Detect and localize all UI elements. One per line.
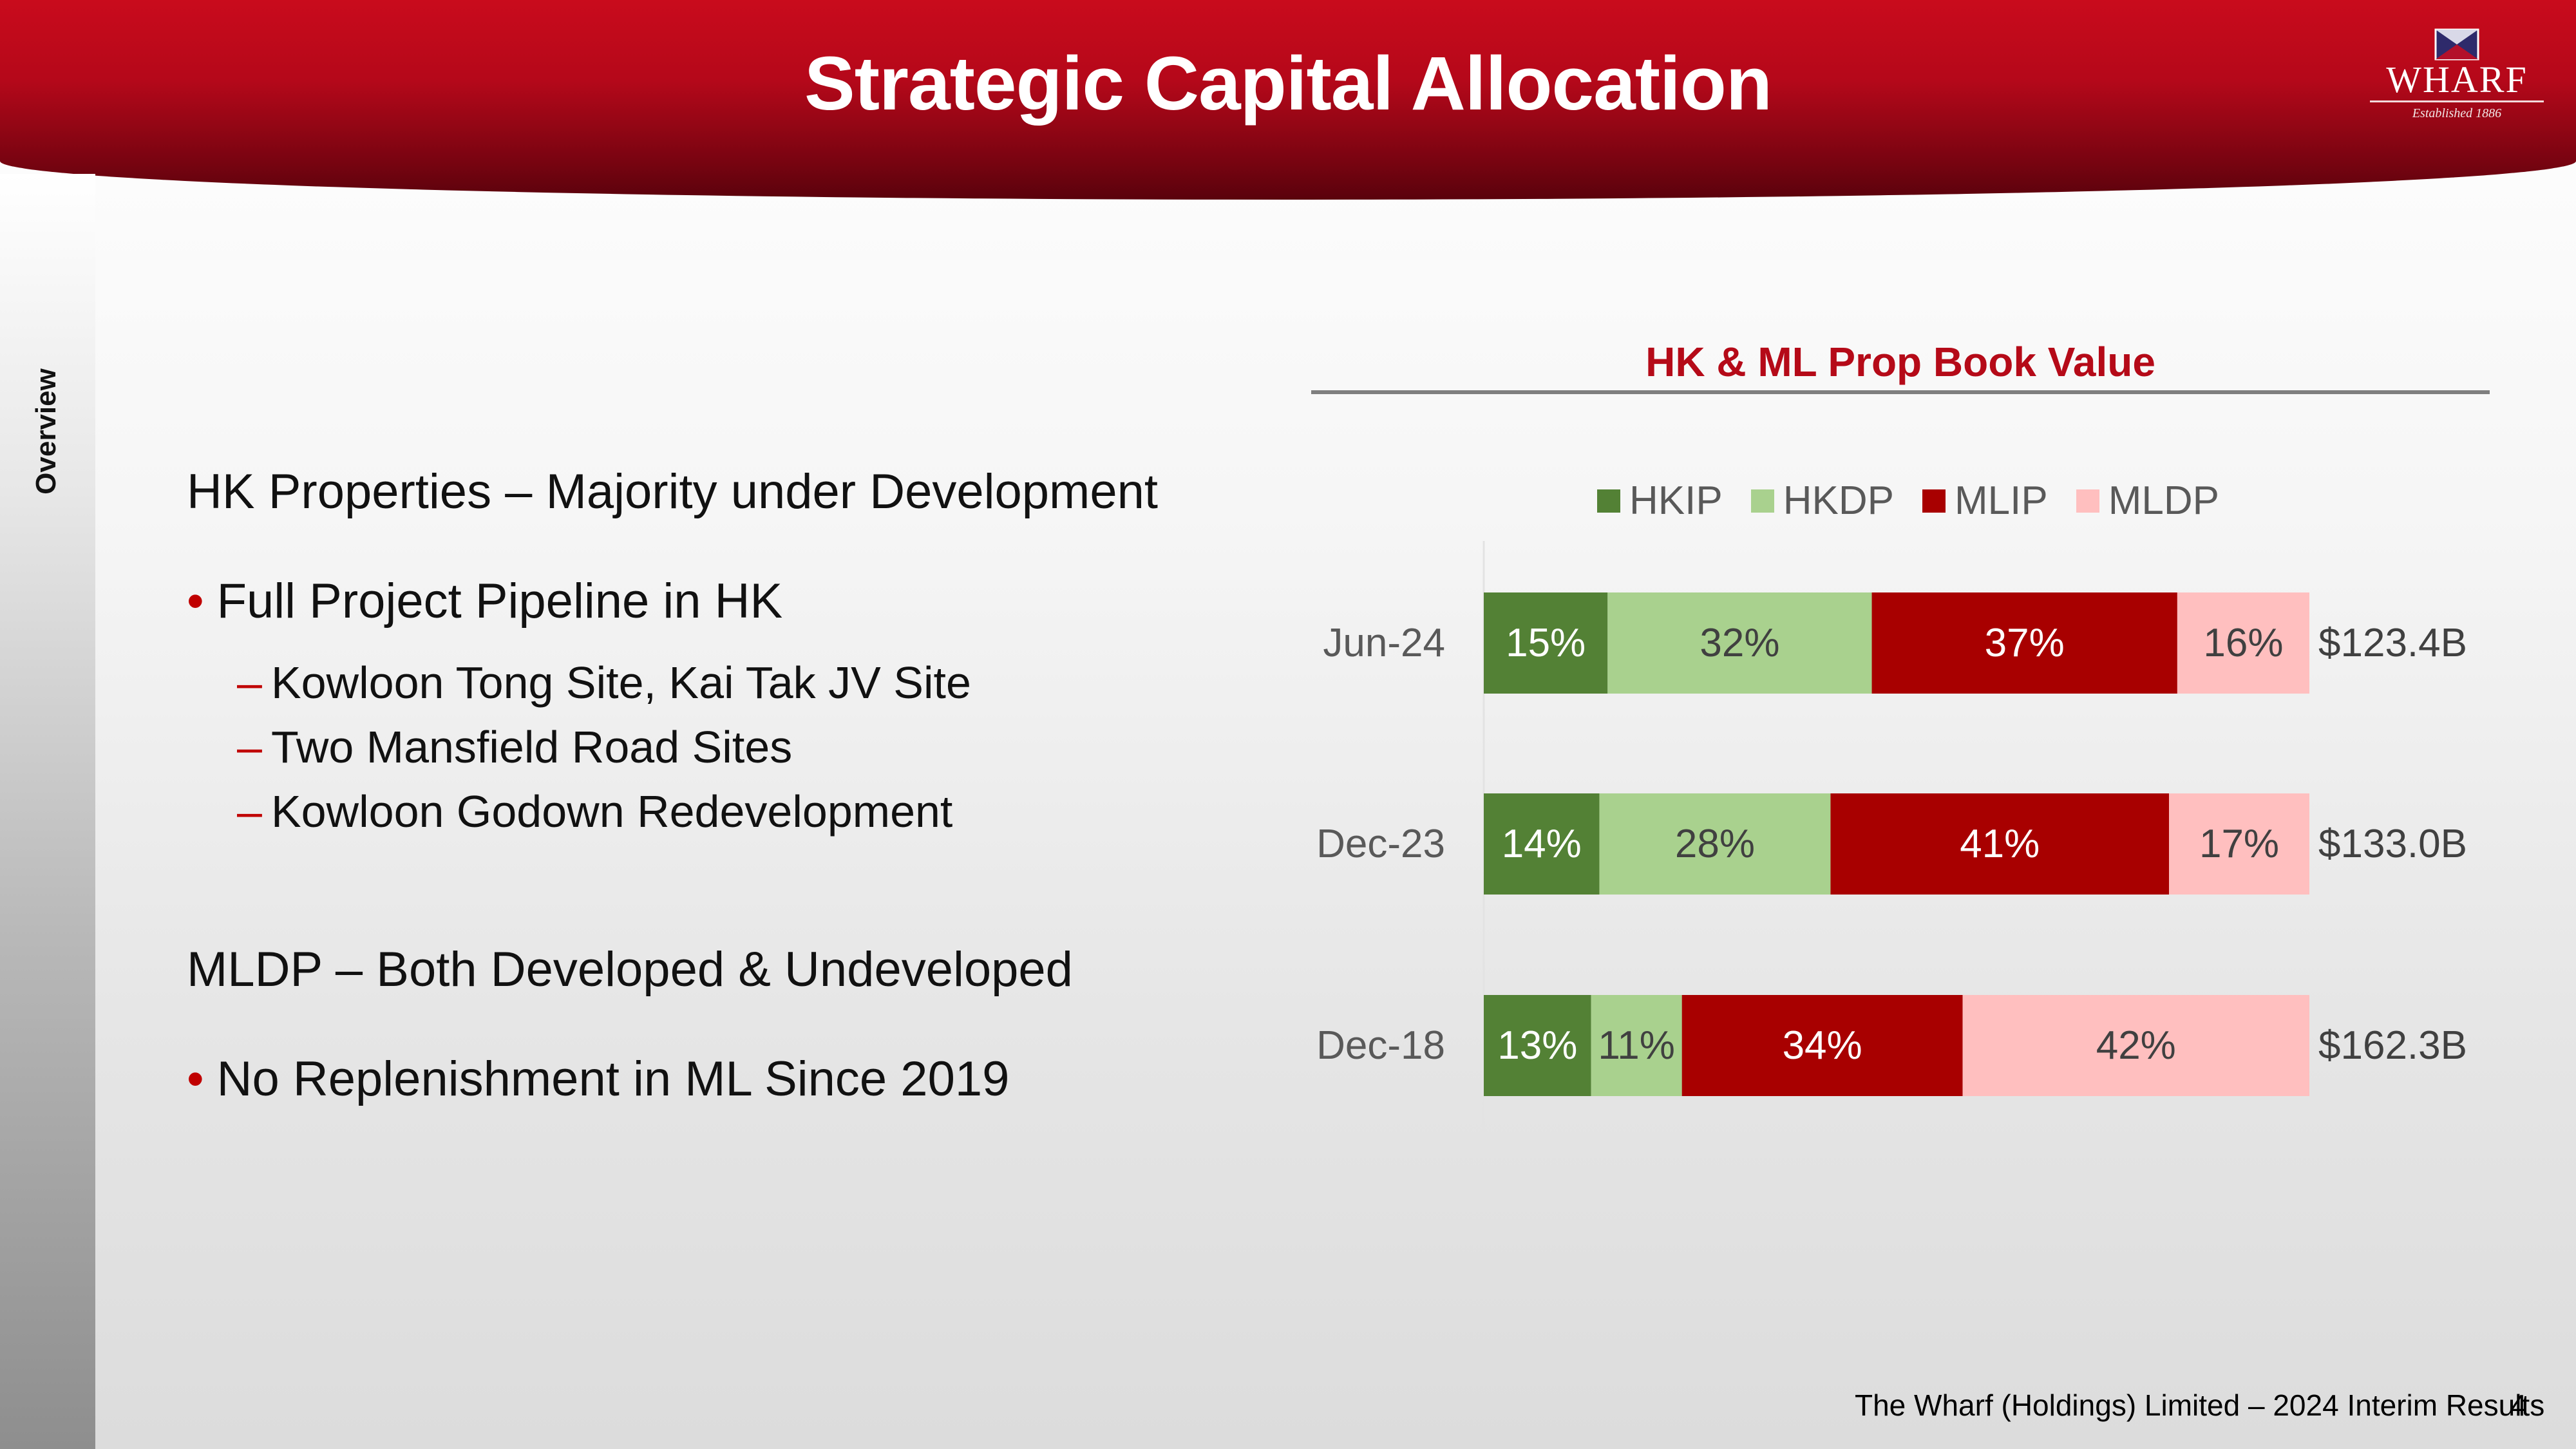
bar-segment-mldp [1962, 995, 2309, 1096]
heading-hk-properties: HK Properties – Majority under Developme… [187, 464, 1159, 519]
bullet-pipeline: • Full Project Pipeline in HK [187, 573, 782, 629]
legend-item-mlip: MLIP [1922, 478, 2048, 524]
stacked-bar-chart: Jun-24 15% 32% 37% 16% $123.4B Dec-23 14% 28% 41%… [1316, 541, 2467, 1146]
sub-item-text: Kowloon Tong Site, Kai Tak JV Site [270, 658, 971, 708]
legend-label: MLDP [2108, 478, 2219, 523]
bar-segment-mlip [1830, 793, 2170, 895]
heading-mldp: MLDP – Both Developed & Undeveloped [187, 942, 1073, 997]
total-label: $133.0B [2318, 822, 2467, 866]
legend-swatch [1597, 489, 1620, 513]
bar-segment-hkip [1484, 995, 1591, 1096]
sub-item-text: Kowloon Godown Redevelopment [270, 786, 953, 837]
data-label: 15% [1506, 621, 1586, 665]
sidebar: Overview [0, 174, 95, 1449]
total-label: $162.3B [2318, 1023, 2467, 1068]
data-label: 16% [2203, 621, 2283, 665]
sub-item: – Two Mansfield Road Sites [237, 721, 792, 773]
logo-established: Established 1886 [2412, 106, 2502, 120]
data-label: 17% [2199, 822, 2279, 866]
bar-segment-hkdp [1607, 592, 1872, 694]
bullet-replenishment-text: No Replenishment in ML Since 2019 [216, 1052, 1010, 1106]
sub-item: – Kowloon Godown Redevelopment [237, 786, 952, 837]
header-banner [0, 0, 2576, 200]
dash-icon: – [237, 658, 262, 708]
data-label: 14% [1502, 822, 1582, 866]
data-label: 37% [1985, 621, 2065, 665]
sidebar-section-label: Overview [30, 368, 62, 495]
flag-icon [2434, 28, 2479, 61]
bar-segment-mldp [2177, 592, 2309, 694]
footer-text: The Wharf (Holdings) Limited – 2024 Inte… [1855, 1388, 2545, 1422]
bar-segment-hkdp [1599, 793, 1831, 895]
data-label: 42% [2096, 1023, 2176, 1068]
bullet-pipeline-text: Full Project Pipeline in HK [216, 574, 783, 629]
legend-item-mldp: MLDP [2076, 478, 2219, 524]
chart-legend: HKIP HKDP MLIP MLDP [1597, 478, 2248, 529]
legend-swatch [1750, 489, 1774, 513]
legend-label: HKDP [1783, 478, 1894, 523]
legend-swatch [1922, 489, 1946, 513]
legend-item-hkip: HKIP [1597, 478, 1723, 524]
data-label: 11% [1598, 1023, 1675, 1068]
page-title: Strategic Capital Allocation [804, 41, 1772, 126]
sub-item-text: Two Mansfield Road Sites [270, 722, 793, 772]
category-label: Dec-18 [1316, 1023, 1445, 1068]
total-label: $123.4B [2318, 621, 2467, 665]
page-number: 4 [2510, 1388, 2527, 1422]
bar-segment-mlip [1681, 995, 1963, 1096]
bar-segment-mldp [2169, 793, 2309, 895]
legend-item-hkdp: HKDP [1750, 478, 1894, 524]
bullet-replenishment: • No Replenishment in ML Since 2019 [187, 1051, 1009, 1107]
legend-label: MLIP [1954, 478, 2048, 523]
dash-icon: – [237, 786, 262, 837]
wharf-logo: WHARF Established 1886 [2370, 28, 2544, 131]
data-label: 13% [1497, 1023, 1577, 1068]
chart-title-rule [1311, 390, 2490, 394]
data-label: 34% [1783, 1023, 1862, 1068]
bar-segment-mlip [1871, 592, 2177, 694]
data-label: 28% [1675, 822, 1755, 866]
bar-segment-hkdp [1591, 995, 1682, 1096]
legend-label: HKIP [1629, 478, 1723, 523]
bullet-dot: • [187, 1052, 204, 1106]
category-label: Jun-24 [1323, 621, 1445, 665]
bar-segment-hkip [1484, 793, 1600, 895]
logo-wordmark: WHARF [2370, 61, 2544, 102]
dash-icon: – [237, 722, 262, 772]
bullet-dot: • [187, 574, 204, 629]
data-label: 32% [1700, 621, 1779, 665]
sub-item: – Kowloon Tong Site, Kai Tak JV Site [237, 657, 971, 708]
category-label: Dec-23 [1316, 822, 1445, 866]
data-label: 41% [1960, 822, 2040, 866]
legend-swatch [2076, 489, 2099, 513]
chart-title: HK & ML Prop Book Value [1645, 339, 2155, 385]
bar-segment-hkip [1484, 592, 1608, 694]
